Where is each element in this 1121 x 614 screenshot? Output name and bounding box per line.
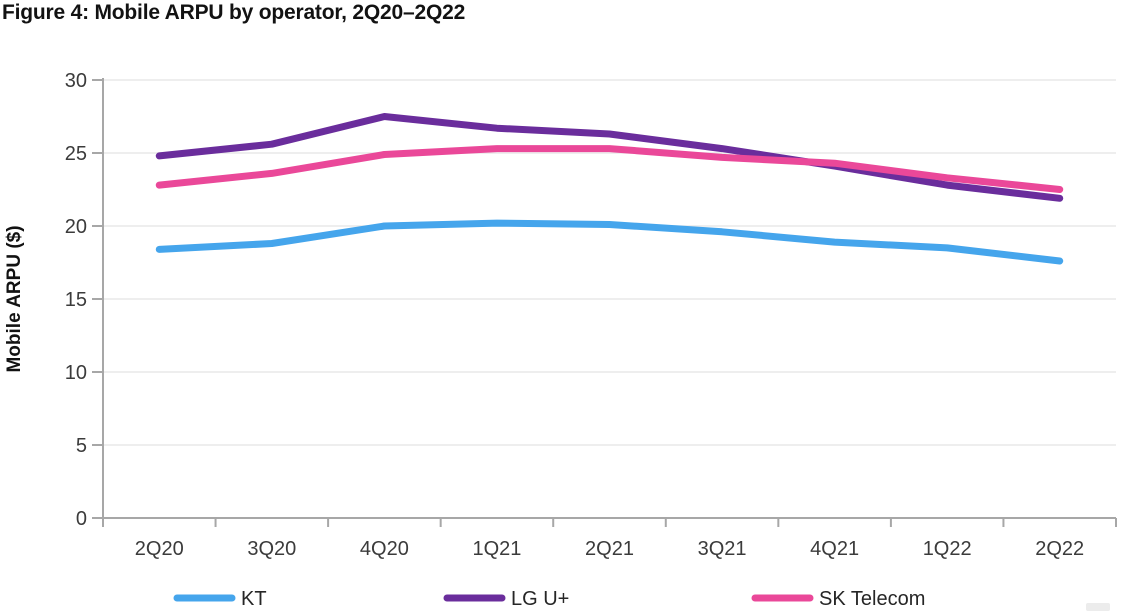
x-tick-label-2q22: 2Q22 xyxy=(1035,538,1084,560)
y-tick-label-20: 20 xyxy=(65,216,87,238)
x-tick-label-3q21: 3Q21 xyxy=(698,538,747,560)
x-tick-label-2q21: 2Q21 xyxy=(585,538,634,560)
y-tick-label-5: 5 xyxy=(76,435,87,457)
series-line-lg-u xyxy=(155,113,1064,202)
legend-label-sk-telecom: SK Telecom xyxy=(819,588,925,610)
x-tick-label-4q20: 4Q20 xyxy=(360,538,409,560)
x-tick-label-3q20: 3Q20 xyxy=(247,538,296,560)
series-line-kt xyxy=(155,219,1064,265)
y-tick-label-15: 15 xyxy=(65,289,87,311)
x-tick-label-4q21: 4Q21 xyxy=(810,538,859,560)
y-tick-label-30: 30 xyxy=(65,70,87,92)
y-tick-label-10: 10 xyxy=(65,362,87,384)
cropped-watermark-fragment xyxy=(1086,603,1110,611)
series-line-sk-telecom xyxy=(155,145,1064,193)
legend-label-kt: KT xyxy=(241,588,267,610)
y-tick-label-0: 0 xyxy=(76,508,87,530)
y-axis-label: Mobile ARPU ($) xyxy=(4,225,25,372)
x-tick-label-1q21: 1Q21 xyxy=(472,538,521,560)
y-tick-label-25: 25 xyxy=(65,143,87,165)
x-tick-label-2q20: 2Q20 xyxy=(135,538,184,560)
figure-title: Figure 4: Mobile ARPU by operator, 2Q20–… xyxy=(2,1,466,24)
legend-label-lg-u: LG U+ xyxy=(511,588,569,610)
x-tick-label-1q22: 1Q22 xyxy=(923,538,972,560)
